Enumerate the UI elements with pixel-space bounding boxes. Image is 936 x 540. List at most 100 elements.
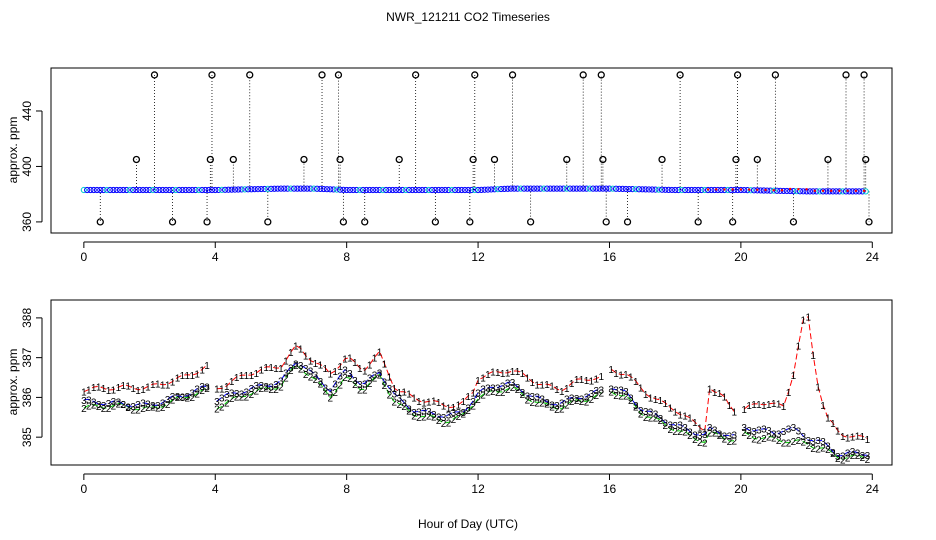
series-3-marker: 3 [318, 377, 324, 388]
series-1-marker: 1 [470, 388, 476, 399]
baseline-point [658, 186, 666, 193]
series-2-marker: 2 [722, 435, 728, 446]
series-2-marker: 2 [633, 403, 639, 414]
spike-point [694, 218, 702, 226]
series-2-marker: 2 [180, 393, 186, 404]
baseline-point [264, 185, 271, 193]
series-1-marker: 1 [850, 433, 856, 444]
series-3-marker: 3 [332, 379, 338, 390]
baseline-point [110, 186, 117, 194]
series-3-marker: 3 [406, 405, 412, 416]
baseline-red-point [830, 189, 833, 193]
series-3-marker: 3 [451, 408, 457, 419]
y-tick-label: 440 [20, 101, 34, 121]
series-2-marker: 2 [352, 380, 358, 391]
series-2-marker: 2 [342, 373, 348, 384]
series-2-marker: 2 [249, 390, 255, 401]
series-2-marker: 2 [776, 436, 782, 447]
baseline-point [530, 185, 538, 192]
series-3-marker: 3 [559, 398, 565, 409]
baseline-point [622, 185, 630, 193]
series-2-marker: 2 [820, 444, 826, 455]
series-2-marker: 2 [539, 399, 545, 410]
baseline-point [534, 185, 541, 192]
series-3-marker: 3 [643, 407, 649, 418]
series-3-marker: 3 [145, 400, 151, 411]
series-2-marker: 2 [214, 405, 220, 416]
series-2-marker: 2 [692, 435, 698, 446]
baseline-red-point [731, 188, 734, 191]
series-1-marker: 1 [347, 354, 353, 365]
series-3-marker: 3 [648, 407, 654, 418]
spike-point [412, 71, 420, 79]
baseline-point [455, 186, 462, 194]
series-1-marker: 1 [308, 357, 314, 368]
baseline-point [300, 185, 308, 192]
baseline-point [189, 186, 196, 194]
baseline-point [333, 186, 340, 193]
series-1-marker: 1 [613, 369, 619, 380]
series-3-marker: 3 [732, 431, 738, 442]
baseline-point [573, 185, 580, 192]
series-1-marker: 1 [801, 315, 807, 326]
series-2-marker: 2 [569, 397, 575, 408]
series-2-marker: 2 [441, 419, 447, 430]
baseline-point [770, 187, 777, 194]
series-3-marker: 3 [544, 398, 550, 409]
series-3-marker: 3 [189, 389, 195, 400]
series-2-marker: 2 [677, 427, 683, 438]
baseline-point [609, 185, 616, 192]
baseline-point [517, 185, 524, 192]
baseline-point [695, 186, 702, 194]
series-2-marker: 2 [751, 434, 757, 445]
series-1-marker: 1 [835, 427, 841, 438]
series-3-marker: 3 [421, 406, 427, 417]
baseline-point [790, 188, 797, 195]
y-tick-label: 400 [20, 156, 34, 176]
series-3-marker: 3 [613, 386, 619, 397]
series-1-marker: 1 [539, 381, 545, 392]
baseline-point [655, 186, 662, 193]
spike-point [599, 155, 607, 164]
baseline-point [343, 186, 350, 194]
baseline-point [162, 186, 170, 194]
x-tick-label: 12 [471, 482, 485, 496]
series-3-marker: 3 [638, 406, 644, 417]
baseline-point [471, 186, 478, 194]
baseline-red-point [772, 188, 775, 192]
baseline-point [612, 185, 620, 192]
baseline-point [281, 185, 288, 192]
baseline-point [149, 186, 156, 194]
series-1-marker: 1 [574, 375, 580, 386]
baseline-red-point [764, 188, 767, 192]
series-3-marker: 3 [362, 379, 368, 390]
spike-point [339, 218, 348, 226]
series-1-marker: 1 [367, 361, 373, 372]
baseline-point [698, 186, 705, 194]
series-1-marker: 1 [520, 369, 526, 380]
series-3-marker: 3 [658, 414, 664, 425]
series-3-marker: 3 [106, 399, 112, 410]
baseline-point [497, 185, 505, 193]
baseline-point [304, 185, 311, 192]
spike-point [336, 155, 344, 164]
series-1-marker: 1 [594, 375, 600, 386]
series-3-marker: 3 [776, 429, 782, 440]
baseline-point [235, 186, 242, 193]
series-3-marker: 3 [441, 413, 447, 424]
series-2-marker: 2 [559, 405, 565, 416]
series-3-marker: 3 [820, 437, 826, 448]
baseline-point [238, 186, 245, 193]
series-1-marker: 1 [86, 386, 92, 397]
series-2-marker: 2 [234, 392, 240, 403]
baseline-point [629, 186, 636, 193]
baseline-point [396, 186, 403, 194]
baseline-point [330, 186, 337, 193]
panel-bottom-series: 1 1 1 1 1 1 1 1 1 1 1 1 1 1 1 1 1 1 1 1 1 1 1 1 1 11 1 1 1 1 1 1 1 1 1 1 1 1 1… [81, 313, 871, 467]
series-2-marker: 2 [766, 432, 772, 443]
series-2-marker: 2 [416, 413, 422, 424]
series-1-marker: 1 [618, 371, 624, 382]
series-1-marker: 1 [860, 432, 866, 443]
series-2-marker: 2 [337, 380, 343, 391]
